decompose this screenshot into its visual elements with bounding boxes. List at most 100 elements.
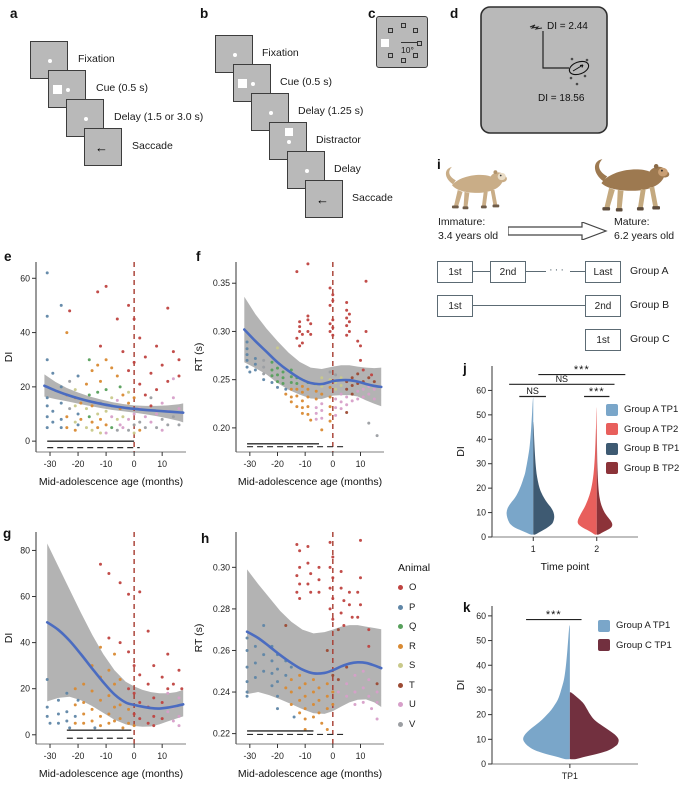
chart-j-violin-timepoints: NS NS *** *** 0 10 20 30 40 50 60 1 2 Time point DI bbox=[455, 364, 638, 573]
task-screen-label: Fixation bbox=[78, 53, 115, 65]
task-screen-label: Fixation bbox=[262, 47, 299, 59]
legend-label: Group B TP2 bbox=[624, 462, 680, 474]
x-tick-label: 10 bbox=[356, 751, 366, 761]
chart-f-rt-vs-age: 0.20 0.25 0.30 0.35 -30 -20 -10 0 10 Mid-adolesce… bbox=[193, 262, 384, 488]
animal-legend-title: Animal bbox=[398, 562, 431, 574]
chart-e-di-vs-age: 0 20 40 60 -30 -20 -10 0 10 Mid-adolescence age (… bbox=[3, 262, 186, 488]
violin-half-group-a-tp1 bbox=[523, 625, 570, 760]
legend-item: Q bbox=[398, 617, 430, 637]
legend-item: Group A TP1 bbox=[598, 616, 672, 636]
x-tick-label: -20 bbox=[271, 459, 284, 469]
legend-item: U bbox=[398, 695, 430, 715]
confidence-band bbox=[44, 374, 184, 423]
axes: 0 10 20 30 40 50 60 1 2 Time point DI bbox=[455, 366, 638, 573]
task-screen-label: Delay (1.5 or 3.0 s) bbox=[114, 111, 204, 123]
x-tick-label: -20 bbox=[72, 751, 85, 761]
legend-item: R bbox=[398, 637, 430, 657]
cue-target-marker bbox=[381, 39, 389, 47]
scale-bar-label: 10° bbox=[401, 45, 414, 55]
x-axis-title: Time point bbox=[541, 561, 590, 573]
di-low-label: DI = 2.44 bbox=[547, 21, 588, 32]
target-location-marker bbox=[417, 41, 422, 46]
panel-label-i: i bbox=[437, 157, 441, 172]
legend-item: Group C TP1 bbox=[598, 636, 672, 656]
legend-item: Group A TP2 bbox=[606, 420, 679, 440]
scale-bar bbox=[401, 42, 418, 44]
y-tick-label: 60 bbox=[20, 273, 30, 283]
x-tick-label: 10 bbox=[356, 459, 366, 469]
session-box: 2nd bbox=[490, 261, 526, 283]
saccade-trajectory bbox=[542, 31, 569, 69]
legend-label: Group A TP2 bbox=[624, 423, 679, 435]
y-tick-label: 0.35 bbox=[213, 278, 230, 288]
timeline-connector bbox=[526, 271, 546, 272]
endpoint-dots bbox=[569, 57, 589, 86]
legend-swatch-icon bbox=[598, 619, 610, 632]
panel-label-a: a bbox=[10, 6, 18, 21]
y-tick-label: 0 bbox=[25, 436, 30, 446]
group-legend-k: Group A TP1 Group C TP1 bbox=[598, 616, 672, 655]
y-tick-label: 20 bbox=[476, 483, 486, 493]
group-name: Group B bbox=[630, 299, 670, 311]
violin-half-group-b-tp2 bbox=[596, 429, 613, 535]
x-tick-label: 0 bbox=[132, 459, 137, 469]
y-tick-label: 40 bbox=[20, 328, 30, 338]
screen-background bbox=[480, 6, 608, 134]
panel-label-f: f bbox=[196, 249, 201, 264]
fixation-dot bbox=[84, 117, 88, 121]
panel-label-h: h bbox=[201, 531, 210, 546]
y-tick-label: 10 bbox=[476, 734, 486, 744]
legend-dot-icon bbox=[398, 624, 403, 630]
saccade-arrow-icon: ← bbox=[95, 140, 108, 155]
legend-label: U bbox=[409, 699, 416, 711]
x-axis-title: Mid-adolescence age (months) bbox=[39, 476, 183, 488]
legend-item: V bbox=[398, 715, 430, 735]
y-tick-label: 30 bbox=[476, 459, 486, 469]
immature-caption: Immature: 3.4 years old bbox=[438, 216, 499, 242]
trend-line bbox=[242, 328, 383, 389]
y-tick-label: 30 bbox=[476, 685, 486, 695]
task-screen-label: Delay (1.25 s) bbox=[298, 105, 364, 117]
y-tick-label: 20 bbox=[20, 684, 30, 694]
target-location-marker bbox=[401, 23, 406, 28]
panel-label-d: d bbox=[450, 6, 459, 21]
x-tick-label: -10 bbox=[100, 751, 113, 761]
y-axis-title: RT (s) bbox=[193, 343, 205, 372]
chart-h-rt-vs-age-distractor: 0.22 0.24 0.26 0.28 0.30 -30 -20 -10 0 10 Mid-adol… bbox=[193, 532, 384, 780]
legend-label: Group A TP1 bbox=[624, 404, 679, 416]
chart-k-violin-tp1: *** 0 10 20 30 40 50 60 TP1 DI bbox=[455, 606, 638, 781]
legend-label: Group C TP1 bbox=[616, 639, 672, 651]
confidence-band bbox=[247, 569, 382, 714]
x-tick-label: -30 bbox=[44, 751, 57, 761]
y-tick-label: 60 bbox=[20, 592, 30, 602]
fixation-dot bbox=[287, 140, 291, 144]
x-category-label: 2 bbox=[594, 544, 599, 554]
maturation-arrow bbox=[508, 222, 608, 240]
panel-label-g: g bbox=[3, 526, 12, 541]
y-axis-title: RT (s) bbox=[193, 624, 205, 653]
timeline-ellipsis: ··· bbox=[549, 264, 566, 276]
legend-swatch-icon bbox=[598, 639, 610, 652]
y-tick-label: 0.20 bbox=[213, 423, 230, 433]
x-tick-label: 10 bbox=[157, 459, 167, 469]
y-tick-label: 80 bbox=[20, 545, 30, 555]
group-name: Group C bbox=[630, 333, 670, 345]
panel-d-eye-trace: DI = 2.44 DI = 18.56 bbox=[480, 6, 608, 134]
endpoint-scatter-ellipse bbox=[568, 60, 590, 76]
trend-line bbox=[45, 621, 185, 710]
y-tick-label: 40 bbox=[476, 660, 486, 670]
endpoint-arrow-scribble bbox=[572, 64, 584, 72]
panel-label-k: k bbox=[463, 600, 471, 615]
legend-label: P bbox=[409, 601, 416, 613]
legend-dot-icon bbox=[398, 604, 403, 610]
legend-label: R bbox=[409, 640, 416, 652]
task-screen-label: Cue (0.5 s) bbox=[96, 82, 148, 94]
axes: 0 20 40 60 -30 -20 -10 0 10 Mid-adolescence age (… bbox=[3, 262, 186, 488]
significance-label: *** bbox=[574, 364, 590, 376]
legend-item: P bbox=[398, 598, 430, 618]
significance-label: NS bbox=[556, 374, 569, 384]
y-tick-label: 60 bbox=[476, 385, 486, 395]
timeline-connector bbox=[473, 305, 585, 306]
scatter-points bbox=[45, 562, 184, 730]
legend-item: Group B TP1 bbox=[606, 439, 679, 459]
